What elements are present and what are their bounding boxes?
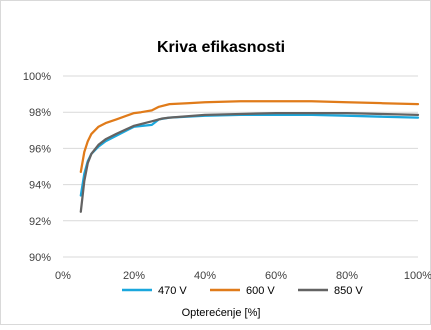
y-tick-label: 92% [29,216,51,228]
x-tick-label: 100% [404,270,431,282]
legend-label: 470 V [158,285,187,297]
series-line-600v [79,100,420,174]
legend-label: 600 V [246,285,275,297]
series-lines [79,100,420,213]
x-tick-label: 60% [265,270,287,282]
y-tick-label: 90% [29,252,51,264]
x-tick-label: 80% [336,270,358,282]
y-tick-label: 98% [29,107,51,119]
y-axis-tick-labels: 90% 92% 94% 96% 98% 100% [23,71,51,264]
x-axis-tick-labels: 0% 20% 40% 60% 80% 100% [55,270,431,282]
x-tick-label: 40% [194,270,216,282]
gridlines [63,75,418,258]
y-tick-label: 100% [23,71,51,83]
x-tick-label: 0% [55,270,71,282]
legend: 470 V 600 V 850 V [122,285,363,297]
x-tick-label: 20% [123,270,145,282]
y-tick-label: 96% [29,143,51,155]
legend-label: 850 V [334,285,363,297]
chart-title: Kriva efikasnosti [157,39,285,56]
series-line-850v [79,111,420,213]
y-tick-label: 94% [29,180,51,192]
x-axis-label: Opterećenje [%] [182,307,261,319]
